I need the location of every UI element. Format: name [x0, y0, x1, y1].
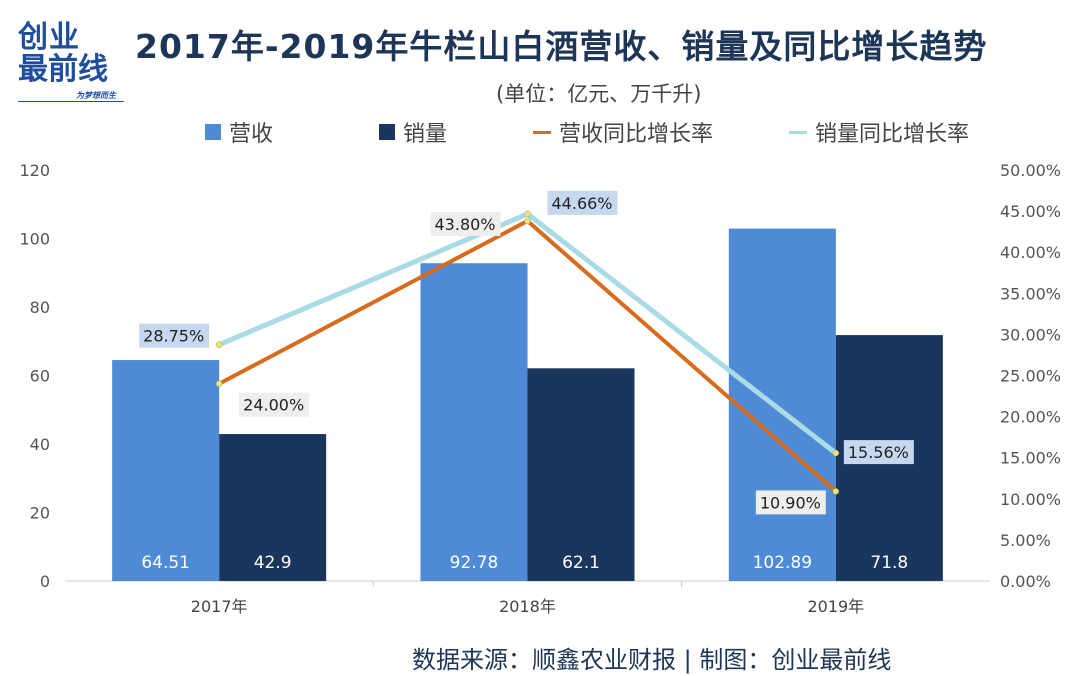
x-axis-tick: 2018年 — [499, 597, 556, 616]
left-axis-tick: 80 — [30, 298, 50, 317]
left-axis-tick: 40 — [30, 435, 50, 454]
x-axis-tick: 2017年 — [191, 597, 248, 616]
legend-label: 销量同比增长率 — [815, 122, 970, 147]
data-label-box — [430, 211, 501, 236]
logo-slogan: 为梦想而生 — [18, 90, 124, 102]
legend-item: 营收 — [205, 116, 273, 148]
data-label-box — [843, 440, 914, 465]
data-label-box — [547, 190, 618, 215]
legend-label: 销量 — [403, 122, 448, 147]
legend-swatch — [379, 124, 396, 140]
data-point — [832, 449, 840, 457]
data-label-box — [239, 392, 310, 417]
data-point — [215, 380, 223, 387]
right-axis-tick: 50.00% — [1000, 161, 1061, 180]
legend-swatch — [205, 124, 221, 140]
legend-item: 销量 — [379, 116, 447, 148]
legend-item: 营收同比增长率 — [533, 116, 713, 148]
line-data-label: 43.80% — [435, 215, 496, 234]
line-data-label: 28.75% — [143, 327, 204, 346]
x-axis-tick: 2019年 — [807, 597, 864, 616]
right-axis-tick: 5.00% — [1000, 531, 1051, 550]
bar-data-label: 102.89 — [753, 553, 812, 573]
legend-swatch — [789, 130, 808, 134]
legend: 营收 销量 营收同比增长率 销量同比增长率 — [205, 116, 1015, 148]
right-axis-tick: 20.00% — [1000, 408, 1061, 427]
line-data-label: 24.00% — [243, 396, 304, 415]
source-note: 数据来源：顺鑫农业财报 | 制图：创业最前线 — [412, 646, 892, 674]
logo-line1: 创业 — [18, 20, 80, 55]
legend-label: 营收同比增长率 — [559, 122, 714, 147]
line-data-label: 15.56% — [848, 443, 909, 462]
left-axis-tick: 120 — [19, 161, 50, 180]
left-axis-tick: 100 — [19, 230, 50, 249]
bar-data-label: 71.8 — [870, 553, 908, 573]
data-label-box — [139, 323, 210, 348]
data-point — [524, 217, 531, 225]
data-point — [832, 488, 840, 495]
data-point — [215, 341, 223, 348]
right-axis-tick: 25.00% — [1000, 367, 1061, 386]
bar-data-label: 42.9 — [254, 553, 292, 573]
right-axis-tick: 45.00% — [1000, 202, 1061, 221]
left-axis-tick: 0 — [40, 572, 50, 591]
line-data-label: 10.90% — [760, 493, 821, 512]
legend-item: 销量同比增长率 — [789, 116, 969, 148]
right-axis-tick: 40.00% — [1000, 243, 1061, 262]
chart-title: 2017年-2019年牛栏山白酒营收、销量及同比增长趋势 — [135, 27, 988, 66]
bar-revenue — [420, 263, 528, 581]
bar-data-label: 64.51 — [141, 553, 190, 573]
right-axis-tick: 15.00% — [1000, 449, 1061, 468]
right-axis-tick: 0.00% — [1000, 572, 1051, 591]
left-axis-tick: 60 — [30, 367, 50, 386]
right-axis-tick: 10.00% — [1000, 490, 1061, 509]
data-point — [524, 210, 531, 218]
right-axis-tick: 30.00% — [1000, 325, 1061, 344]
bar-volume — [527, 368, 635, 581]
bar-volume — [219, 434, 327, 581]
left-axis-tick: 20 — [30, 504, 50, 523]
legend-label: 营收 — [229, 122, 274, 147]
bar-data-label: 92.78 — [450, 553, 499, 573]
legend-swatch — [533, 130, 552, 134]
right-axis-tick: 35.00% — [1000, 284, 1061, 303]
bar-data-label: 62.1 — [562, 553, 600, 573]
logo: 创业 最前线 为梦想而生 — [18, 22, 124, 102]
bar-revenue — [728, 228, 836, 581]
data-label-box — [755, 490, 826, 515]
line-data-label: 44.66% — [552, 194, 613, 213]
logo-line2: 最前线 — [18, 52, 108, 87]
chart-subtitle: (单位：亿元、万千升) — [496, 82, 702, 106]
bar-revenue — [112, 360, 220, 581]
